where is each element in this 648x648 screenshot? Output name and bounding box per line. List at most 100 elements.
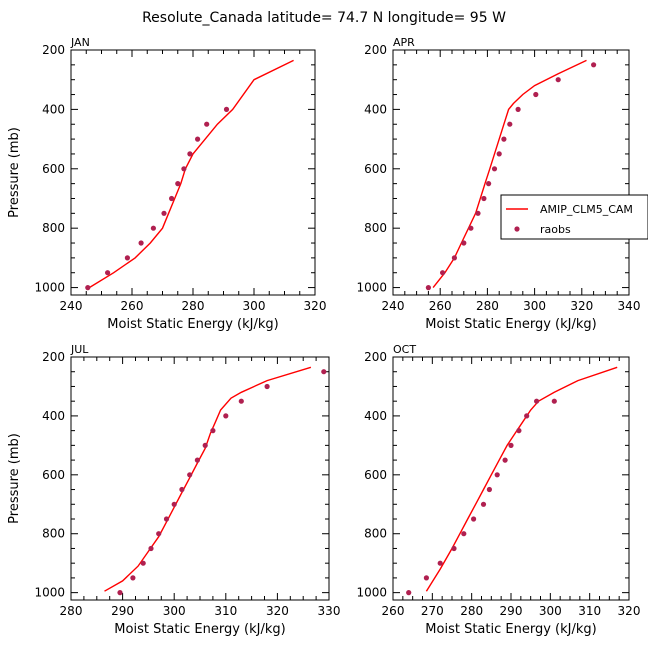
legend-obs-label: raobs (540, 223, 571, 236)
obs-point (486, 181, 492, 187)
x-axis-label: Moist Static Energy (kJ/kg) (425, 622, 596, 637)
panel-jul: JUL 280 290 300 310 320 330 200 400 600 800 1000 Moi… (7, 343, 340, 637)
obs-point (161, 210, 167, 216)
obs-point (238, 398, 244, 404)
obs-point (150, 225, 156, 231)
x-tick-label: 260 (121, 299, 144, 313)
obs-point (105, 270, 111, 276)
y-tick-label: 200 (364, 350, 387, 364)
obs-point (534, 398, 540, 404)
obs-point (437, 560, 443, 566)
obs-point (551, 398, 557, 404)
y-axis-label: Pressure (mb) (7, 127, 22, 218)
panel-title: JUL (70, 343, 89, 356)
obs-point (468, 225, 474, 231)
x-tick-label: 240 (60, 299, 83, 313)
obs-point (555, 77, 561, 83)
plot-frame (70, 49, 316, 296)
model-line (88, 59, 294, 289)
obs-point (264, 383, 270, 390)
obs-point (175, 181, 181, 187)
x-axis-label: Moist Static Energy (kJ/kg) (425, 317, 596, 332)
obs-point (169, 195, 175, 202)
obs-point (533, 91, 539, 98)
legend-dot-swatch (514, 226, 520, 232)
obs-point (461, 531, 467, 537)
x-tick-label: 320 (304, 299, 327, 313)
obs-point (187, 151, 193, 157)
y-tick-label: 800 (364, 221, 387, 235)
obs-point (148, 545, 154, 552)
x-tick-label: 340 (618, 299, 641, 313)
x-tick-label: 310 (214, 604, 237, 618)
x-tick-label: 310 (578, 604, 601, 618)
obs-point (187, 472, 193, 478)
obs-point (138, 240, 144, 246)
y-tick-label: 400 (364, 102, 387, 116)
obs-point (494, 472, 500, 478)
obs-point (210, 428, 216, 434)
panel-apr: APR 240 260 280 300 320 340 200 400 600 800 1000 Moi… (356, 36, 640, 332)
x-tick-label: 240 (382, 299, 405, 313)
legend-box (500, 194, 648, 240)
plot-frame (392, 49, 630, 296)
legend-model-label: AMIP_CLM5_CAM (540, 203, 633, 216)
obs-point (451, 255, 457, 261)
x-tick-label: 330 (318, 604, 341, 618)
obs-point (451, 545, 457, 552)
x-tick-label: 270 (421, 604, 444, 618)
panels: JAN 240 260 280 300 320 200 400 600 800 1000 Moist … (7, 36, 640, 637)
obs-point (471, 516, 477, 522)
obs-point (501, 136, 507, 142)
obs-point (591, 62, 597, 68)
y-tick-label: 800 (42, 221, 65, 235)
obs-point (502, 457, 508, 463)
y-tick-label: 400 (42, 102, 65, 116)
y-tick-label: 600 (42, 162, 65, 176)
model-line (432, 59, 587, 289)
y-tick-label: 200 (42, 43, 65, 57)
obs-point (406, 590, 412, 596)
panel-oct: OCT 260 270 280 290 300 310 320 200 400 600 800 1000… (356, 343, 640, 637)
x-tick-label: 300 (243, 299, 266, 313)
y-tick-label: 800 (364, 527, 387, 541)
obs-point (508, 442, 514, 448)
panel-jan: JAN 240 260 280 300 320 200 400 600 800 1000 Moist … (7, 36, 326, 332)
x-tick-label: 290 (111, 604, 134, 618)
y-tick-label: 200 (364, 43, 387, 57)
obs-point (516, 428, 522, 434)
x-axis-label: Moist Static Energy (kJ/kg) (114, 622, 285, 637)
y-tick-label: 600 (42, 468, 65, 482)
obs-point (171, 501, 177, 507)
x-tick-label: 260 (382, 604, 405, 618)
obs-point (486, 486, 492, 493)
y-tick-label: 600 (364, 162, 387, 176)
x-tick-label: 320 (570, 299, 593, 313)
obs-point (195, 136, 201, 142)
y-tick-label: 800 (42, 527, 65, 541)
panel-title: APR (393, 36, 415, 49)
obs-point (124, 255, 130, 261)
y-axis-label: Pressure (mb) (7, 433, 22, 524)
x-tick-label: 300 (539, 604, 562, 618)
y-tick-label: 1000 (34, 281, 65, 295)
x-tick-label: 280 (60, 604, 83, 618)
obs-point (461, 240, 467, 246)
obs-point (85, 285, 91, 291)
obs-point (496, 151, 502, 157)
obs-point (480, 501, 487, 507)
obs-point (491, 166, 498, 172)
obs-point (223, 413, 229, 419)
x-tick-label: 280 (182, 299, 205, 313)
obs-point (524, 413, 530, 419)
panel-title: OCT (393, 343, 416, 356)
model-line (104, 366, 312, 592)
x-tick-label: 290 (500, 604, 523, 618)
x-tick-label: 300 (163, 604, 186, 618)
y-tick-label: 600 (364, 468, 387, 482)
y-tick-label: 200 (42, 350, 65, 364)
obs-point (440, 270, 446, 276)
obs-point (223, 106, 230, 112)
x-tick-label: 320 (266, 604, 289, 618)
